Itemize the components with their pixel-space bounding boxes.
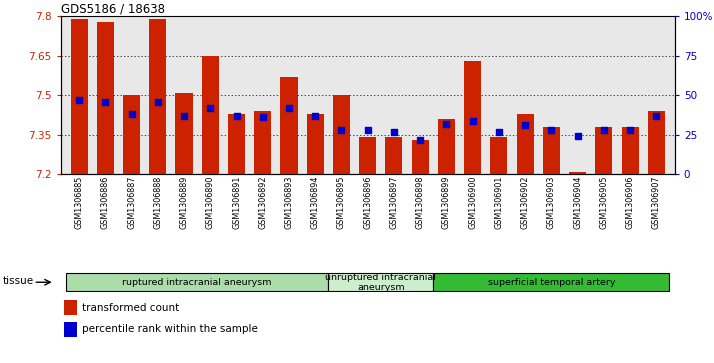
- Bar: [71, 19, 88, 174]
- Text: unruptured intracranial
aneurysm: unruptured intracranial aneurysm: [326, 273, 436, 292]
- Text: ruptured intracranial aneurysm: ruptured intracranial aneurysm: [122, 278, 272, 287]
- Point: [545, 127, 557, 133]
- Bar: [622, 127, 638, 174]
- Point: [441, 121, 452, 127]
- Point: [126, 111, 137, 117]
- Bar: [97, 21, 114, 174]
- Point: [362, 127, 373, 133]
- Bar: [412, 140, 428, 174]
- Point: [336, 127, 347, 133]
- Point: [493, 129, 505, 135]
- Bar: [176, 93, 193, 174]
- Point: [388, 129, 400, 135]
- Point: [204, 105, 216, 111]
- Bar: [438, 119, 455, 174]
- Point: [572, 134, 583, 139]
- Bar: [595, 127, 613, 174]
- Bar: [386, 137, 403, 174]
- Bar: [149, 19, 166, 174]
- Point: [283, 105, 295, 111]
- Bar: [228, 114, 245, 174]
- Text: transformed count: transformed count: [82, 303, 179, 313]
- FancyBboxPatch shape: [433, 273, 670, 291]
- Text: GDS5186 / 18638: GDS5186 / 18638: [61, 2, 165, 15]
- Text: tissue: tissue: [3, 276, 34, 286]
- Point: [74, 97, 85, 103]
- Bar: [569, 172, 586, 174]
- Point: [625, 127, 636, 133]
- Bar: [307, 114, 323, 174]
- Bar: [333, 95, 350, 174]
- Bar: [64, 300, 77, 315]
- Point: [257, 114, 268, 120]
- Bar: [281, 77, 298, 174]
- Bar: [648, 111, 665, 174]
- Bar: [359, 137, 376, 174]
- Point: [152, 99, 164, 105]
- Point: [415, 136, 426, 142]
- FancyBboxPatch shape: [66, 273, 328, 291]
- Point: [178, 113, 190, 119]
- Text: superficial temporal artery: superficial temporal artery: [488, 278, 615, 287]
- Bar: [543, 127, 560, 174]
- Point: [520, 122, 531, 128]
- FancyBboxPatch shape: [328, 273, 433, 291]
- Bar: [517, 114, 533, 174]
- Point: [309, 113, 321, 119]
- Bar: [464, 61, 481, 174]
- Bar: [64, 322, 77, 337]
- Bar: [254, 111, 271, 174]
- Bar: [491, 137, 508, 174]
- Point: [99, 99, 111, 105]
- Point: [467, 118, 478, 123]
- Bar: [202, 56, 218, 174]
- Bar: [123, 95, 140, 174]
- Text: percentile rank within the sample: percentile rank within the sample: [82, 325, 258, 334]
- Point: [650, 113, 662, 119]
- Point: [231, 113, 242, 119]
- Point: [598, 127, 610, 133]
